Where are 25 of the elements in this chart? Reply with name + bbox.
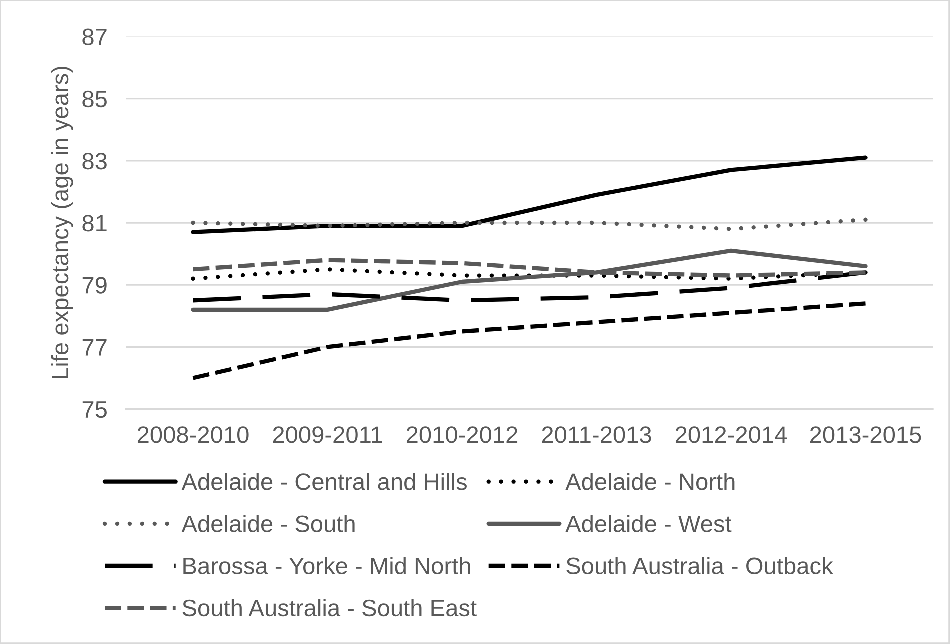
legend-label: Adelaide - South xyxy=(182,515,355,532)
y-tick-label: 77 xyxy=(82,340,107,356)
y-tick-label: 87 xyxy=(82,28,107,46)
y-tick-label: 85 xyxy=(82,90,107,108)
x-tick-label: 2008-2010 xyxy=(138,426,249,444)
x-tick-label: 2009-2011 xyxy=(273,426,382,444)
line-series xyxy=(191,156,868,234)
legend-label: Adelaide - West xyxy=(566,515,732,532)
line-series xyxy=(191,248,868,312)
legend-label: South Australia - South East xyxy=(182,599,477,617)
y-tick-label: 81 xyxy=(82,215,107,232)
line-series xyxy=(191,218,868,232)
legend-label: Adelaide - North xyxy=(566,473,735,490)
y-tick-label: 83 xyxy=(82,152,107,170)
y-tick-label: 75 xyxy=(82,402,107,418)
x-tick-label: 2011-2013 xyxy=(542,426,652,444)
y-axis-title: Life expectancy (age in years) xyxy=(51,66,74,379)
line-series xyxy=(191,302,868,380)
x-tick-label: 2013-2015 xyxy=(810,426,922,444)
legend-label: Barossa - Yorke - Mid North xyxy=(184,557,470,574)
legend-label: Adelaide - Central and Hills xyxy=(182,473,467,490)
y-tick-label: 79 xyxy=(82,277,107,294)
legend-label: South Australia - Outback xyxy=(566,557,834,574)
x-tick-label: 2012-2014 xyxy=(676,426,788,444)
x-tick-label: 2010-2012 xyxy=(406,426,518,444)
